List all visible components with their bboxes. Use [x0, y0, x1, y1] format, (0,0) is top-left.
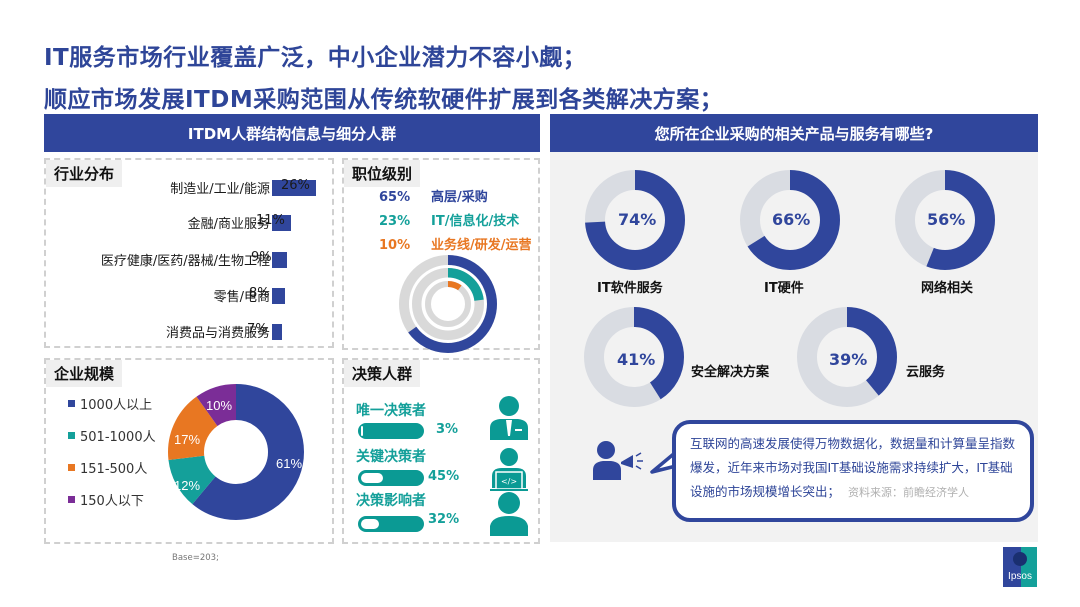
industry-row: 医疗健康/医药/器械/生物工程 9% — [46, 250, 336, 270]
donut-pct: 56% — [927, 210, 966, 229]
decision-label: 关键决策者 — [356, 449, 426, 465]
industry-row: 制造业/工业/能源 26% — [46, 178, 336, 198]
donut-label: IT软件服务 — [597, 281, 663, 296]
industry-row: 金融/商业服务 11% — [46, 213, 336, 233]
industry-bar — [272, 215, 291, 231]
base-note: Base=203; — [172, 553, 219, 563]
insight-text: 互联网的高速发展使得万物数据化，数据量和计算量呈指数爆发，近年来市场对我国IT基… — [690, 436, 1016, 499]
industry-value: 8% — [249, 286, 270, 301]
donut-pct: 74% — [618, 210, 657, 229]
industry-label: 医疗健康/医药/器械/生物工程 — [100, 254, 270, 269]
megaphone-speaker-icon — [593, 441, 643, 480]
donut-network — [895, 170, 995, 270]
right-section-title: 您所在企业采购的相关产品与服务有哪些? — [654, 124, 934, 143]
position-pct: 65% — [379, 190, 411, 205]
slice-label: 61% — [276, 456, 302, 471]
legend-swatch — [68, 496, 75, 503]
legend-label: 151-500人 — [80, 462, 148, 477]
right-section-header: 您所在企业采购的相关产品与服务有哪些? — [550, 114, 1038, 152]
industry-row: 零售/电商 8% — [46, 286, 336, 306]
position-label: 业务线/研发/运营 — [431, 238, 532, 253]
donut-label: IT硬件 — [764, 281, 804, 296]
donut-it-software — [585, 170, 685, 270]
left-section-title: ITDM人群结构信息与细分人群 — [187, 124, 397, 143]
decision-maker-panel: 决策人群 唯一决策者 3% 关键决策者 45% 决策影响者 32% </> — [342, 358, 540, 544]
insight-speech-bubble: 互联网的高速发展使得万物数据化，数据量和计算量呈指数爆发，近年来市场对我国IT基… — [672, 420, 1034, 522]
industry-bar — [272, 288, 285, 304]
decision-pill — [358, 516, 424, 532]
position-pct: 10% — [379, 238, 411, 253]
position-title: 职位级别 — [344, 160, 421, 187]
position-row: 10% 业务线/研发/运营 — [379, 234, 532, 253]
position-level-panel: 职位级别 65% 高层/采购 23% IT/信息化/技术 10% 业务线/研发/运营 — [342, 158, 540, 353]
decision-label: 决策影响者 — [356, 493, 426, 509]
donut-cloud — [797, 307, 897, 407]
industry-label: 金融/商业服务 — [187, 217, 270, 232]
industry-value: 26% — [281, 178, 310, 193]
developer-icon: </> — [490, 448, 528, 491]
legend-item: 501-1000人 — [68, 426, 156, 445]
legend-item: 150人以下 — [68, 490, 144, 509]
donut-label: 网络相关 — [921, 281, 974, 296]
ipsos-logo: Ipsos — [1003, 547, 1037, 587]
legend-swatch — [68, 464, 75, 471]
position-label: IT/信息化/技术 — [431, 214, 520, 229]
industry-value: 9% — [251, 250, 272, 265]
decision-title: 决策人群 — [344, 360, 421, 387]
industry-title: 行业分布 — [46, 160, 123, 187]
industry-row: 消费品与消费服务 7% — [46, 322, 336, 342]
decision-pill — [358, 423, 424, 439]
donut-label: 云服务 — [906, 365, 946, 380]
legend-item: 151-500人 — [68, 458, 147, 477]
industry-value: 7% — [247, 322, 268, 337]
donut-pct: 41% — [617, 350, 656, 369]
decision-label: 唯一决策者 — [356, 403, 426, 419]
industry-value: 11% — [256, 213, 285, 228]
slice-label: 10% — [206, 398, 232, 413]
legend-label: 501-1000人 — [80, 430, 156, 445]
speech-bubble-tail — [650, 450, 678, 474]
slice-label: 12% — [174, 478, 200, 493]
position-row: 23% IT/信息化/技术 — [379, 210, 519, 229]
industry-bar — [272, 180, 316, 196]
headline-line-2: 顺应市场发展ITDM采购范围从传统软硬件扩展到各类解决方案； — [44, 87, 724, 113]
industry-label: 零售/电商 — [213, 290, 270, 305]
decision-pill — [358, 470, 424, 486]
svg-text:</>: </> — [501, 477, 517, 486]
position-pct: 23% — [379, 214, 411, 229]
source-note: 资料来源：前瞻经济学人 — [848, 486, 970, 499]
headline-line-1: IT服务市场行业覆盖广泛，中小企业潜力不容小觑； — [44, 45, 587, 71]
position-label: 高层/采购 — [431, 190, 488, 205]
legend-swatch — [68, 400, 75, 407]
donut-pct: 39% — [829, 350, 868, 369]
industry-label: 制造业/工业/能源 — [170, 182, 270, 197]
industry-bar — [272, 252, 287, 268]
decision-pct: 3% — [436, 422, 459, 437]
company-size-donut: 61% 12% 17% 10% — [168, 384, 304, 520]
donut-pct: 66% — [772, 210, 811, 229]
donut-it-hardware — [740, 170, 840, 270]
businessman-icon — [490, 396, 528, 440]
industry-label: 消费品与消费服务 — [165, 326, 270, 341]
company-size-title: 企业规模 — [46, 360, 123, 387]
legend-label: 1000人以上 — [80, 398, 153, 413]
position-row: 65% 高层/采购 — [379, 186, 488, 205]
decision-pct: 32% — [428, 512, 460, 527]
legend-swatch — [68, 432, 75, 439]
person-icon — [490, 492, 528, 536]
industry-bar — [272, 324, 282, 340]
logo-text: Ipsos — [1008, 571, 1032, 582]
left-section-header: ITDM人群结构信息与细分人群 — [44, 114, 540, 152]
position-rings-chart — [399, 255, 497, 353]
industry-distribution-panel: 行业分布 制造业/工业/能源 26% 金融/商业服务 11% 医疗健康/医药/器… — [44, 158, 334, 348]
decision-pct: 45% — [428, 469, 460, 484]
donut-label: 安全解决方案 — [691, 365, 770, 380]
legend-item: 1000人以上 — [68, 394, 152, 413]
donut-security — [584, 307, 684, 407]
slice-label: 17% — [174, 432, 200, 447]
legend-label: 150人以下 — [80, 494, 144, 509]
company-size-panel: 企业规模 1000人以上 501-1000人 151-500人 150人以下 6… — [44, 358, 334, 544]
